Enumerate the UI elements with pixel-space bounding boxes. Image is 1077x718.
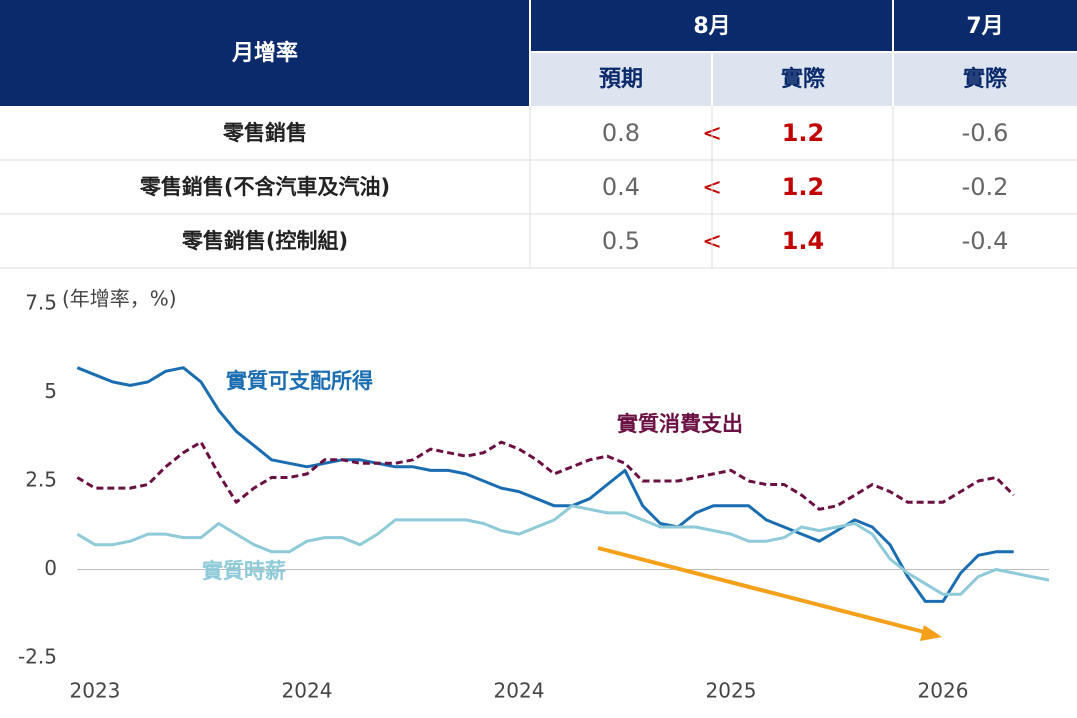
header-col: 實際 [781, 66, 826, 92]
series-label: 實質可支配所得 [226, 369, 373, 393]
row-label: 零售銷售(不含汽車及汽油) [139, 175, 390, 199]
chart: 7.5 5 2.5 0 -2.5 (年增率，%) 2023 2024 2024 2025 2026 實… [18, 287, 1050, 703]
header-month: 8月 [693, 14, 730, 39]
cell: 1.2 [782, 173, 825, 201]
cell: -0.2 [962, 173, 1009, 201]
y-unit-label: (年增率，%) [62, 287, 177, 311]
x-tick-label: 2024 [282, 679, 333, 703]
series-label: 實質時薪 [202, 559, 286, 583]
header-cell [0, 0, 530, 106]
x-tick-label: 2026 [918, 679, 969, 703]
cell: -0.4 [962, 227, 1009, 255]
header-cell [530, 0, 1077, 52]
trend-arrow [597, 546, 942, 641]
series-line [76, 504, 1050, 596]
cell: 0.8 [602, 119, 640, 147]
header-col: 預期 [599, 67, 643, 92]
series-label: 實質消費支出 [617, 412, 743, 436]
x-tick-label: 2024 [494, 679, 545, 703]
y-tick-label: 2.5 [25, 468, 57, 492]
x-tick-label: 2025 [706, 679, 757, 703]
header-col: 實際 [963, 66, 1008, 92]
y-tick-label: 5 [44, 379, 57, 403]
row-label: 零售銷售(控制組) [181, 229, 348, 253]
row-label: 零售銷售 [222, 121, 307, 145]
cell: -0.6 [962, 119, 1009, 147]
header-title: 月增率 [231, 40, 298, 66]
cell: 0.5 [602, 227, 640, 255]
series-line [76, 366, 1014, 603]
y-tick-label: -2.5 [18, 645, 57, 669]
x-tick-label: 2023 [70, 679, 121, 703]
cell: 0.4 [602, 173, 640, 201]
y-tick-label: 7.5 [25, 291, 57, 315]
cell: 1.4 [782, 227, 825, 255]
series-line [76, 440, 1015, 511]
y-tick-label: 0 [44, 556, 57, 580]
header-month: 7月 [966, 14, 1003, 39]
cell: 1.2 [782, 119, 825, 147]
subheader-cell [530, 52, 1077, 106]
